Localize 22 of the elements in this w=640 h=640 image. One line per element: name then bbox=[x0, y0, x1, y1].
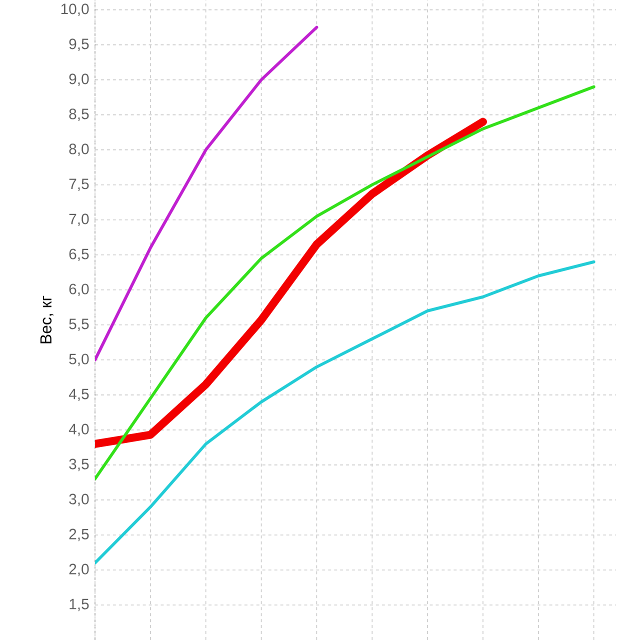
y-tick-label: 6,5 bbox=[69, 248, 89, 262]
y-tick-label: 2,0 bbox=[69, 564, 89, 576]
y-tick-label: 5,0 bbox=[69, 354, 89, 366]
y-tick-label: 9,5 bbox=[69, 38, 89, 51]
y-tick-label: 8,0 bbox=[69, 144, 89, 156]
line-series bbox=[95, 260, 596, 564]
y-tick-label: 2,5 bbox=[69, 528, 89, 542]
y-tick-label: 6,0 bbox=[69, 284, 89, 296]
line-series bbox=[95, 26, 318, 362]
y-tick-label: 9,0 bbox=[69, 74, 89, 86]
y-tick-label: 3,5 bbox=[69, 458, 89, 472]
y-tick-label: 8,5 bbox=[69, 108, 89, 121]
y-tick-label: 10,0 bbox=[61, 4, 89, 16]
y-tick-label: 5,5 bbox=[69, 318, 89, 331]
y-tick-label: 3,0 bbox=[69, 494, 89, 506]
y-tick-label: 1,5 bbox=[70, 598, 89, 612]
y-tick-label: 7,5 bbox=[69, 178, 89, 191]
y-tick-label: 4,5 bbox=[68, 388, 89, 402]
y-tick-label: 4,0 bbox=[68, 424, 89, 436]
line-series bbox=[95, 85, 596, 480]
y-tick-label: 7,0 bbox=[69, 214, 89, 226]
y-axis-title: Вес, кг bbox=[40, 296, 54, 344]
